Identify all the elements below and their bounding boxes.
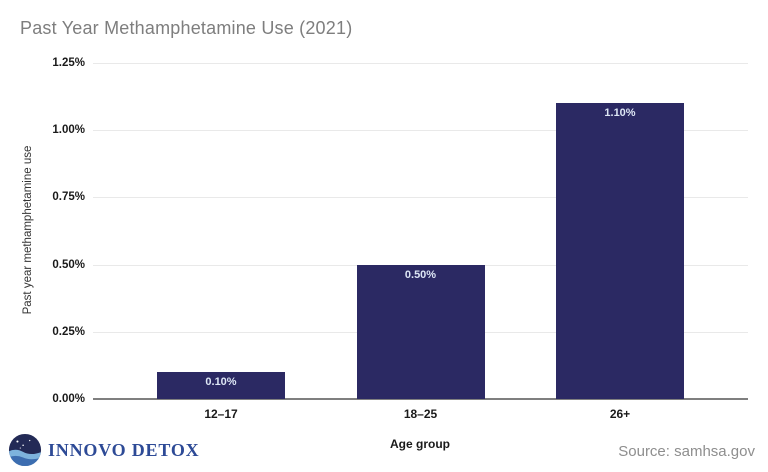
x-category-label: 18–25 <box>403 407 438 421</box>
innovo-detox-wave-icon <box>8 433 42 467</box>
gridline <box>93 197 748 199</box>
bar-value-label: 1.10% <box>604 107 636 120</box>
gridline <box>93 130 748 132</box>
y-tick-label: 1.00% <box>52 124 85 137</box>
y-tick-label: 1.25% <box>52 57 85 69</box>
chart-title: Past Year Methamphetamine Use (2021) <box>20 18 353 38</box>
brand-logo: INNOVO DETOX <box>8 433 199 467</box>
bar-value-label: 0.50% <box>404 268 437 281</box>
gridline <box>93 63 748 64</box>
source-attribution: Source: samhsa.gov <box>618 443 755 460</box>
bar-26+: 1.10% <box>556 103 684 399</box>
bar-18–25: 0.50% <box>356 264 485 399</box>
x-axis-baseline <box>93 398 748 400</box>
y-tick-label: 0.75% <box>52 191 85 204</box>
bar-12–17: 0.10% <box>157 372 285 399</box>
y-tick-label: 0.50% <box>52 258 85 271</box>
y-tick-label: 0.00% <box>52 393 85 405</box>
x-axis-title: Age group <box>390 437 450 451</box>
plot-area: 0.10% 0.50% 1.10% <box>93 63 748 400</box>
x-category-label: 12–17 <box>204 407 238 421</box>
brand-name: INNOVO DETOX <box>48 439 200 460</box>
x-category-label: 26+ <box>609 407 631 421</box>
y-tick-label: 0.25% <box>52 325 85 338</box>
bar-value-label: 0.10% <box>205 376 237 389</box>
